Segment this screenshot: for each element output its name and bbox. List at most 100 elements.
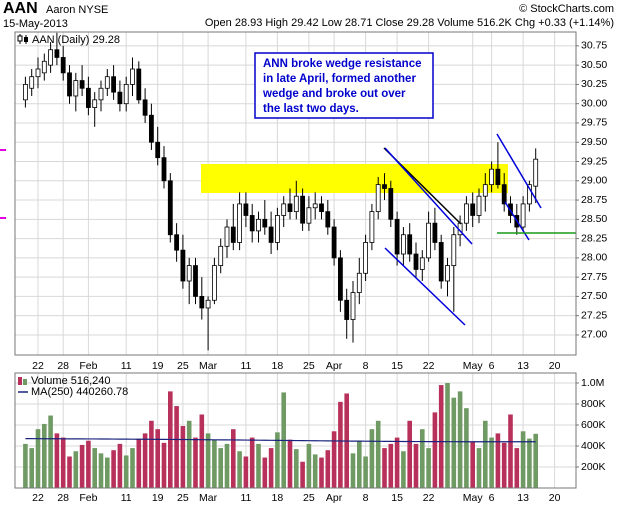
candle-body <box>174 234 180 251</box>
candle-body <box>400 234 406 255</box>
source: © StockCharts.com <box>519 3 614 15</box>
volume-bar <box>123 455 129 488</box>
y-tick-label: 27.25 <box>581 309 607 321</box>
annotation: the last two days. <box>263 103 359 115</box>
candle-body <box>489 168 495 186</box>
volume-bar <box>155 429 160 488</box>
volume-bar <box>394 437 400 488</box>
y-tick-label: 28.75 <box>581 194 607 206</box>
legend-label: AAN (Daily) 29.28 <box>32 34 120 46</box>
x-tick-label: 11 <box>240 492 251 504</box>
volume-bar <box>426 448 431 488</box>
trend-line <box>384 147 473 245</box>
candle-body <box>60 57 66 74</box>
volume-bar <box>294 449 299 488</box>
y-tick-label: 29.25 <box>581 155 607 167</box>
candle-body <box>356 272 362 293</box>
x-tick-label: 11 <box>121 492 132 504</box>
y-tick-label: 800K <box>581 398 606 410</box>
volume-bar <box>149 420 154 488</box>
volume-frame <box>14 372 577 489</box>
candle-body <box>243 203 249 216</box>
y-tick-label: 29.00 <box>581 175 607 187</box>
x-tick-label: 19 <box>152 492 164 504</box>
volume-bar <box>249 437 255 488</box>
x-tick-label: 13 <box>517 492 529 504</box>
x-tick-label: 28 <box>57 360 69 372</box>
annotation: wedge and broke out over <box>262 88 406 100</box>
volume-bar <box>105 457 110 488</box>
volume-bar <box>407 420 412 488</box>
volume-bar <box>319 457 324 488</box>
x-tick-label: 25 <box>177 360 189 372</box>
symbol: AAN <box>3 0 38 17</box>
x-tick-label: Mar <box>199 360 218 372</box>
y-tick-label: 27.00 <box>581 329 607 341</box>
candle-body <box>533 158 539 187</box>
volume-bar <box>375 420 381 488</box>
ma-line <box>25 438 536 443</box>
legend-icon <box>17 35 23 42</box>
volume-bar <box>79 444 85 488</box>
volume-bar <box>92 448 97 488</box>
volume-bar <box>489 437 494 488</box>
volume-bar <box>432 412 438 488</box>
volume-bar <box>312 454 318 488</box>
candle-body <box>287 203 293 213</box>
x-tick-label: 13 <box>517 360 529 372</box>
grid <box>15 32 576 488</box>
x-tick-label: 22 <box>423 492 435 504</box>
x-tick-label: 28 <box>57 492 69 504</box>
y-tick-label: 1.0M <box>581 377 604 389</box>
x-tick-label: Mar <box>199 492 218 504</box>
volume-bar <box>388 443 394 488</box>
volume-bar <box>382 448 387 488</box>
y-tick-label: 27.50 <box>581 290 607 302</box>
volume-bar <box>268 448 274 488</box>
candle-body <box>451 234 457 266</box>
x-tick-label: Feb <box>79 492 97 504</box>
candle-body <box>92 99 98 108</box>
x-tick-label: 11 <box>121 360 132 372</box>
candle-body <box>363 242 369 274</box>
candle-body <box>520 203 526 228</box>
candle-body <box>331 226 337 259</box>
candle-body <box>230 226 236 243</box>
legend-icon <box>23 379 27 385</box>
candle-body <box>344 299 350 320</box>
y-tick-label: 30.00 <box>581 97 607 109</box>
candle-body <box>445 265 450 282</box>
volume-bar <box>520 431 526 488</box>
candle-body <box>48 49 53 66</box>
volume-bar <box>212 439 217 488</box>
y-tick-label: 30.25 <box>581 78 607 90</box>
x-tick-label: 8 <box>363 360 369 372</box>
company: Aaron NYSE <box>46 4 108 16</box>
candle-body <box>193 265 198 297</box>
candle-body <box>148 114 154 143</box>
candle-body <box>337 257 343 301</box>
candle-body <box>426 222 432 259</box>
x-tick-label: Apr <box>326 492 343 504</box>
candle-body <box>281 203 287 216</box>
volume-bar <box>514 448 520 488</box>
volume-bar <box>35 429 41 488</box>
volume-bar <box>73 451 79 488</box>
candle-body <box>476 195 482 216</box>
x-tick-label: 22 <box>32 492 44 504</box>
volume-bar <box>243 456 249 488</box>
legend-icon <box>18 377 22 385</box>
candle-body <box>161 157 167 182</box>
candle-body <box>463 203 469 224</box>
x-tick-label: 15 <box>391 492 403 504</box>
candle-body <box>155 141 161 159</box>
volume-bar <box>180 426 186 488</box>
volume-bar <box>67 456 72 488</box>
volume-bar <box>470 441 475 488</box>
volume-bar <box>331 431 337 488</box>
volume-bar <box>256 443 261 488</box>
volume-bar <box>29 448 34 488</box>
candle-body <box>111 76 116 93</box>
x-tick-label: 18 <box>272 360 284 372</box>
